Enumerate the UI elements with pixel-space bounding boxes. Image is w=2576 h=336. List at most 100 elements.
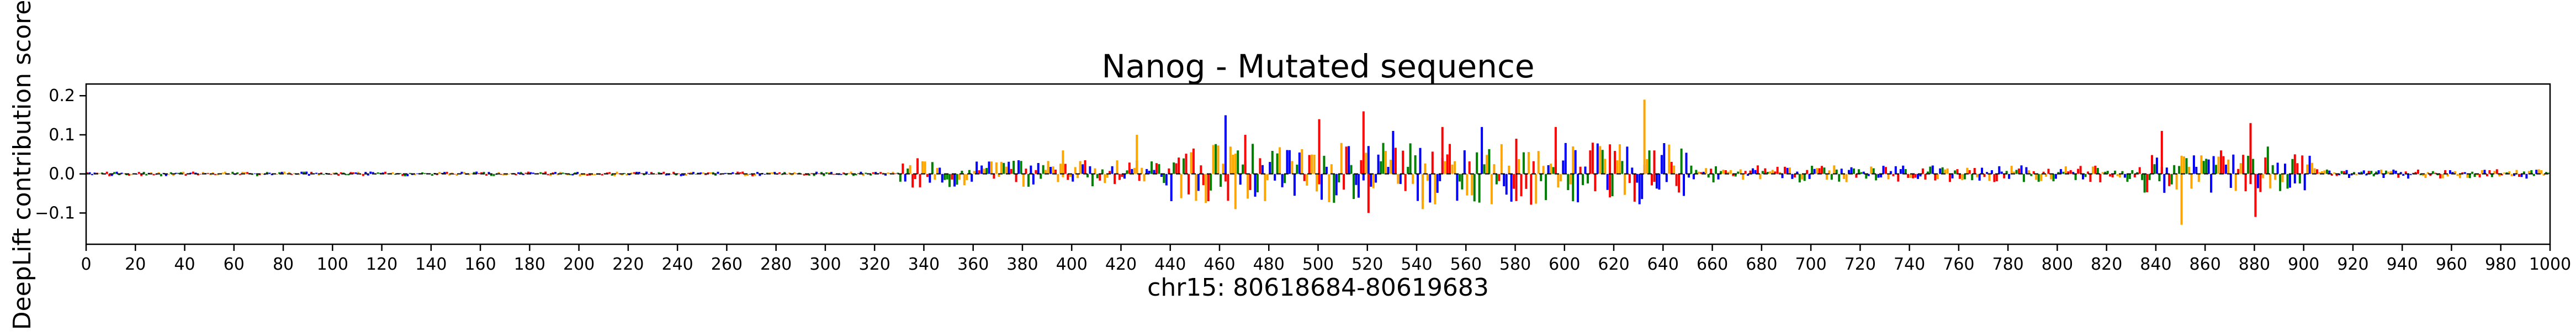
contribution-bar (167, 174, 170, 175)
contribution-bar (2190, 174, 2193, 189)
contribution-bar (152, 174, 155, 176)
contribution-bar (2520, 174, 2523, 177)
contribution-bar (2279, 174, 2282, 191)
contribution-bar (1899, 169, 1902, 174)
contribution-bar (2308, 155, 2311, 174)
x-tick-label: 260 (711, 255, 743, 274)
peak-bar (1234, 174, 1237, 209)
contribution-bar (566, 174, 569, 175)
contribution-bar (815, 171, 818, 174)
contribution-bar (589, 174, 591, 176)
contribution-bar (1074, 167, 1077, 174)
contribution-bar (1683, 174, 1685, 196)
contribution-bar (1094, 168, 1096, 174)
contribution-bar (367, 174, 369, 176)
contribution-bar (2486, 174, 2489, 176)
contribution-bar (2291, 159, 2294, 174)
contribution-bar (1249, 174, 1252, 190)
contribution-bar (1077, 174, 1079, 179)
contribution-bar (2126, 174, 2129, 182)
contribution-bar (1897, 174, 1900, 182)
contribution-bar (455, 174, 458, 176)
contribution-bar (966, 174, 968, 181)
contribution-bar (2380, 169, 2383, 174)
contribution-bar (1471, 174, 1473, 196)
contribution-bar (623, 173, 626, 174)
contribution-bar (1005, 166, 1008, 174)
contribution-bar (1803, 174, 1806, 181)
x-tick-label: 80 (273, 255, 294, 274)
contribution-bar (2192, 155, 2195, 174)
contribution-bar (1685, 153, 1688, 174)
contribution-bar (527, 171, 529, 174)
contribution-bar (384, 171, 387, 174)
contribution-bar (633, 172, 635, 174)
contribution-bar (1298, 153, 1301, 174)
contribution-bar (1779, 172, 1782, 174)
contribution-bar (1308, 155, 1311, 174)
contribution-bar (601, 174, 603, 176)
contribution-bar (2237, 169, 2240, 174)
contribution-bar (450, 172, 453, 174)
contribution-bar (1806, 170, 1809, 174)
contribution-bar (2409, 174, 2412, 175)
contribution-bar (241, 171, 244, 174)
contribution-bar (554, 172, 557, 174)
x-tick-label: 620 (1598, 255, 1629, 274)
contribution-bar (2197, 174, 2200, 182)
contribution-bar (1015, 174, 1017, 182)
contribution-bar (2417, 169, 2420, 174)
contribution-bar (1633, 174, 1636, 202)
contribution-bar (2473, 174, 2476, 177)
x-tick-label: 140 (415, 255, 447, 274)
contribution-bar (542, 172, 544, 174)
contribution-bar (1488, 149, 1491, 174)
contribution-bar (1067, 174, 1069, 180)
contribution-bar (1252, 144, 1254, 174)
contribution-bar (335, 172, 337, 174)
contribution-bar (507, 174, 510, 175)
contribution-bar (448, 174, 451, 176)
contribution-bar (956, 174, 958, 185)
contribution-bar (606, 172, 608, 174)
contribution-bar (1786, 167, 1789, 174)
contribution-bar (2458, 174, 2461, 179)
contribution-bar (2360, 171, 2363, 174)
contribution-bar (926, 174, 929, 177)
contribution-bar (591, 174, 593, 175)
peak-bar (1224, 115, 1227, 174)
contribution-bar (1333, 174, 1335, 203)
contribution-bar (1387, 167, 1390, 174)
contribution-bar (490, 174, 492, 176)
x-tick-label: 420 (1105, 255, 1137, 274)
contribution-bar (229, 174, 231, 175)
contribution-bar (2505, 172, 2508, 174)
contribution-bar (1587, 174, 1589, 183)
x-tick-label: 780 (1992, 255, 2024, 274)
contribution-bar (1190, 152, 1192, 174)
peak-bar (1244, 135, 1247, 174)
contribution-bar (1000, 161, 1003, 174)
contribution-bar (2466, 174, 2469, 178)
contribution-bar (2298, 174, 2301, 183)
contribution-bar (985, 167, 988, 174)
contribution-bar (1614, 151, 1616, 174)
contribution-bar (756, 172, 759, 174)
contribution-bar (616, 171, 618, 174)
contribution-bar (231, 171, 234, 174)
contribution-bar (850, 171, 852, 174)
contribution-bar (2089, 174, 2092, 182)
contribution-bar (2493, 171, 2496, 174)
contribution-bar (1641, 174, 1644, 200)
contribution-bar (2050, 174, 2053, 180)
contribution-bar (1456, 174, 1459, 201)
contribution-bar (2333, 172, 2336, 174)
contribution-bar (2320, 171, 2323, 174)
contribution-bar (1518, 159, 1520, 174)
contribution-bar (1084, 160, 1086, 174)
contribution-bar (1072, 174, 1074, 182)
contribution-bar (1537, 151, 1540, 174)
contribution-bar (258, 174, 261, 175)
contribution-bar (2022, 174, 2025, 182)
contribution-bar (842, 172, 845, 174)
